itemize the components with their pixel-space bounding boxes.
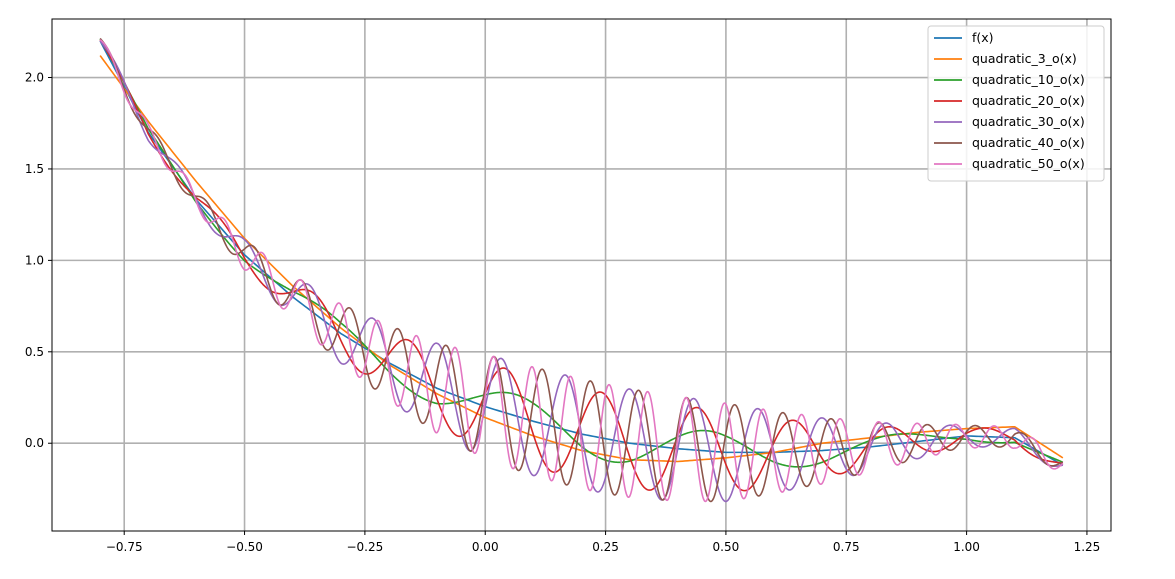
y-tick-label: 1.0 — [25, 253, 44, 267]
x-tick-label: 1.25 — [1074, 540, 1101, 554]
legend-label: quadratic_3_o(x) — [972, 51, 1077, 66]
x-axis: −0.75 −0.50 −0.25 0.00 0.25 0.50 0.75 1.00 1.25 — [106, 531, 1100, 554]
x-tick-label: 1.00 — [953, 540, 980, 554]
x-tick-label: 0.50 — [713, 540, 740, 554]
plot-frame — [51, 18, 1112, 532]
x-tick-label: 0.00 — [472, 540, 499, 554]
legend-label: f(x) — [972, 30, 994, 45]
legend-label: quadratic_30_o(x) — [972, 114, 1085, 129]
legend-label: quadratic_50_o(x) — [972, 156, 1085, 171]
y-axis: 0.0 0.5 1.0 1.5 2.0 — [25, 71, 52, 450]
x-tick-label: −0.25 — [346, 540, 383, 554]
series-line-4 — [99, 40, 1064, 503]
y-tick-label: 1.5 — [25, 162, 44, 176]
legend-label: quadratic_40_o(x) — [972, 135, 1085, 150]
series-line-5 — [99, 37, 1064, 503]
legend-label: quadratic_20_o(x) — [972, 93, 1085, 108]
legend: f(x) quadratic_3_o(x) quadratic_10_o(x)qua… — [927, 25, 1105, 182]
x-tick-label: 0.75 — [833, 540, 860, 554]
series-lines — [99, 37, 1064, 503]
series-line-3 — [99, 39, 1064, 492]
y-tick-label: 0.0 — [25, 436, 44, 450]
legend-label: quadratic_10_o(x) — [972, 72, 1085, 87]
x-tick-label: −0.75 — [106, 540, 143, 554]
y-tick-label: 0.5 — [25, 345, 44, 359]
x-tick-label: −0.50 — [226, 540, 263, 554]
y-tick-label: 2.0 — [25, 71, 44, 85]
legend-box — [927, 25, 1105, 182]
series-line-6 — [99, 39, 1064, 503]
x-tick-label: 0.25 — [592, 540, 619, 554]
